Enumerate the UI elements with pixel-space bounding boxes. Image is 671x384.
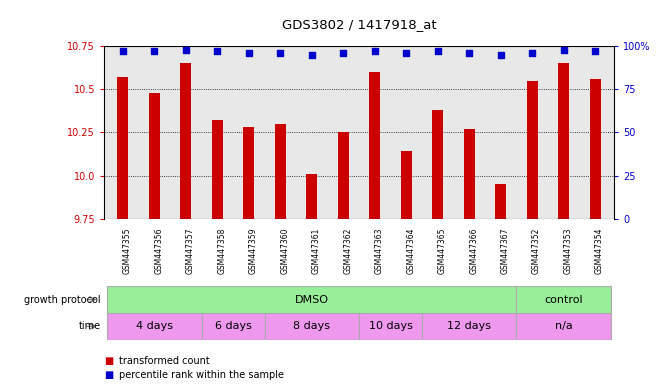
Point (369, 48, 380, 55)
Bar (432, 110, 443, 219)
Point (307, 51, 317, 58)
Bar (338, 132, 349, 219)
Bar (264, 313, 359, 340)
Text: GSM447358: GSM447358 (217, 228, 226, 274)
Bar (369, 72, 380, 219)
Bar (590, 79, 601, 219)
Bar (212, 121, 223, 219)
Text: growth protocol: growth protocol (24, 295, 101, 305)
Bar (517, 286, 611, 313)
Bar (306, 174, 317, 219)
Text: ■: ■ (104, 370, 113, 380)
Text: ■: ■ (104, 356, 113, 366)
Text: GSM447353: GSM447353 (564, 228, 572, 275)
Text: 4 days: 4 days (136, 321, 173, 331)
Bar (107, 286, 517, 313)
Text: GSM447359: GSM447359 (249, 228, 258, 275)
Point (432, 48, 443, 55)
Point (180, 46, 191, 53)
Bar (495, 184, 506, 219)
Text: 10 days: 10 days (368, 321, 413, 331)
Text: 6 days: 6 days (215, 321, 252, 331)
Point (401, 50, 411, 56)
Point (117, 48, 128, 55)
Text: control: control (544, 295, 583, 305)
Bar (527, 81, 537, 219)
Point (212, 48, 223, 55)
Point (558, 46, 569, 53)
Bar (201, 313, 264, 340)
Text: GSM447364: GSM447364 (406, 228, 415, 275)
Bar (517, 313, 611, 340)
Text: GSM447366: GSM447366 (469, 228, 478, 275)
Point (527, 50, 537, 56)
Text: GSM447354: GSM447354 (595, 228, 604, 275)
Text: GSM447352: GSM447352 (532, 228, 541, 274)
Point (149, 48, 160, 55)
Text: GSM447363: GSM447363 (374, 228, 384, 275)
Text: GSM447365: GSM447365 (437, 228, 447, 275)
Bar (117, 77, 128, 219)
Text: GSM447355: GSM447355 (123, 228, 132, 275)
Bar (107, 313, 201, 340)
Text: GSM447360: GSM447360 (280, 228, 289, 275)
Bar (359, 313, 422, 340)
Point (590, 48, 601, 55)
Point (338, 50, 349, 56)
Text: 12 days: 12 days (447, 321, 491, 331)
Text: DMSO: DMSO (295, 295, 329, 305)
Text: GDS3802 / 1417918_at: GDS3802 / 1417918_at (282, 18, 436, 31)
Text: GSM447362: GSM447362 (344, 228, 352, 274)
Text: GSM447367: GSM447367 (501, 228, 510, 275)
Point (244, 50, 254, 56)
Text: GSM447356: GSM447356 (154, 228, 163, 275)
Bar (244, 127, 254, 219)
Point (495, 51, 506, 58)
Text: time: time (79, 321, 101, 331)
Text: 8 days: 8 days (293, 321, 330, 331)
Bar (180, 63, 191, 219)
Text: transformed count: transformed count (119, 356, 209, 366)
Bar (275, 124, 286, 219)
Text: n/a: n/a (555, 321, 572, 331)
Bar (558, 63, 569, 219)
Text: GSM447361: GSM447361 (312, 228, 321, 274)
Bar (422, 313, 517, 340)
Bar (464, 129, 474, 219)
Bar (401, 152, 412, 219)
Text: percentile rank within the sample: percentile rank within the sample (119, 370, 284, 380)
Text: GSM447357: GSM447357 (186, 228, 195, 275)
Bar (149, 93, 160, 219)
Point (275, 50, 286, 56)
Point (464, 50, 474, 56)
